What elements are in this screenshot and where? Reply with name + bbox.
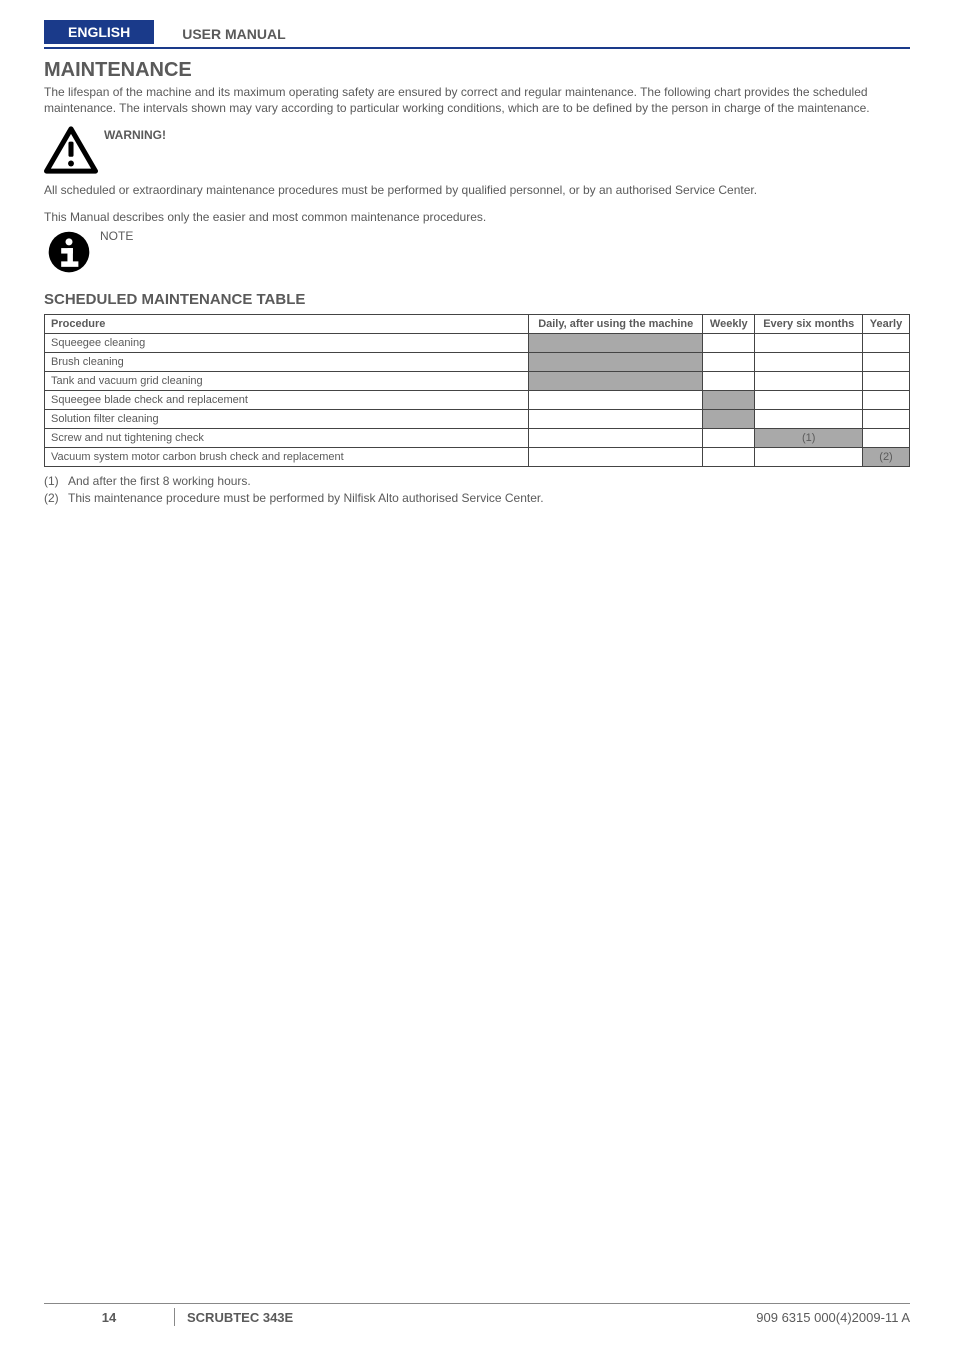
table-header-cell: Weekly <box>703 314 755 333</box>
procedure-cell: Squeegee cleaning <box>45 333 529 352</box>
interval-cell <box>755 333 863 352</box>
interval-cell <box>863 333 910 352</box>
page-number: 14 <box>44 1310 174 1325</box>
revision-code: 909 6315 000(4)2009-11 A <box>756 1310 910 1325</box>
table-row: Vacuum system motor carbon brush check a… <box>45 447 910 466</box>
interval-cell <box>703 409 755 428</box>
manual-note: This Manual describes only the easier an… <box>44 209 910 225</box>
footnotes: (1)And after the first 8 working hours.(… <box>44 473 910 507</box>
interval-cell <box>863 428 910 447</box>
footnote-text: This maintenance procedure must be perfo… <box>68 491 544 505</box>
interval-cell <box>703 333 755 352</box>
interval-cell <box>703 390 755 409</box>
footnote: (2)This maintenance procedure must be pe… <box>44 490 910 507</box>
interval-cell <box>863 409 910 428</box>
interval-cell <box>529 333 703 352</box>
interval-cell <box>703 447 755 466</box>
table-row: Screw and nut tightening check (1) <box>45 428 910 447</box>
interval-cell <box>529 371 703 390</box>
interval-cell <box>755 352 863 371</box>
table-row: Solution filter cleaning <box>45 409 910 428</box>
interval-cell: (1) <box>755 428 863 447</box>
footnote: (1)And after the first 8 working hours. <box>44 473 910 490</box>
table-row: Tank and vacuum grid cleaning <box>45 371 910 390</box>
note-row: NOTE <box>44 227 910 277</box>
procedure-cell: Tank and vacuum grid cleaning <box>45 371 529 390</box>
table-header-cell: Daily, after using the machine <box>529 314 703 333</box>
footnote-number: (1) <box>44 473 68 490</box>
interval-cell <box>529 409 703 428</box>
info-icon <box>44 227 94 277</box>
interval-cell <box>703 371 755 390</box>
table-body: Squeegee cleaningBrush cleaningTank and … <box>45 333 910 466</box>
interval-cell <box>755 409 863 428</box>
interval-cell <box>755 447 863 466</box>
header-bar: ENGLISH USER MANUAL <box>44 20 910 49</box>
interval-cell <box>755 371 863 390</box>
procedure-cell: Squeegee blade check and replacement <box>45 390 529 409</box>
warning-body: All scheduled or extraordinary maintenan… <box>44 182 910 198</box>
interval-cell <box>863 352 910 371</box>
section-title: SCHEDULED MAINTENANCE TABLE <box>44 291 910 308</box>
product-name: SCRUBTEC 343E <box>187 1310 756 1325</box>
table-row: Brush cleaning <box>45 352 910 371</box>
interval-cell: (2) <box>863 447 910 466</box>
table-header-cell: Yearly <box>863 314 910 333</box>
procedure-cell: Screw and nut tightening check <box>45 428 529 447</box>
interval-cell <box>529 428 703 447</box>
footer: 14 SCRUBTEC 343E 909 6315 000(4)2009-11 … <box>44 1303 910 1326</box>
intro-paragraph: The lifespan of the machine and its maxi… <box>44 84 910 116</box>
interval-cell <box>703 428 755 447</box>
interval-cell <box>703 352 755 371</box>
maintenance-table: ProcedureDaily, after using the machineW… <box>44 314 910 467</box>
interval-cell <box>755 390 863 409</box>
procedure-cell: Vacuum system motor carbon brush check a… <box>45 447 529 466</box>
warning-icon <box>44 126 98 174</box>
footnote-number: (2) <box>44 490 68 507</box>
warning-row: WARNING! <box>44 126 910 174</box>
interval-cell <box>529 390 703 409</box>
table-header-cell: Every six months <box>755 314 863 333</box>
procedure-cell: Brush cleaning <box>45 352 529 371</box>
interval-cell <box>863 390 910 409</box>
table-head: ProcedureDaily, after using the machineW… <box>45 314 910 333</box>
page: ENGLISH USER MANUAL MAINTENANCE The life… <box>0 0 954 1350</box>
interval-cell <box>863 371 910 390</box>
manual-type: USER MANUAL <box>182 26 285 44</box>
warning-label: WARNING! <box>104 126 166 142</box>
footer-separator <box>174 1308 175 1326</box>
page-title: MAINTENANCE <box>44 59 910 82</box>
interval-cell <box>529 352 703 371</box>
table-header-cell: Procedure <box>45 314 529 333</box>
table-row: Squeegee blade check and replacement <box>45 390 910 409</box>
note-label: NOTE <box>100 227 133 243</box>
footnote-text: And after the first 8 working hours. <box>68 474 251 488</box>
procedure-cell: Solution filter cleaning <box>45 409 529 428</box>
language-tab: ENGLISH <box>44 20 154 44</box>
interval-cell <box>529 447 703 466</box>
table-row: Squeegee cleaning <box>45 333 910 352</box>
